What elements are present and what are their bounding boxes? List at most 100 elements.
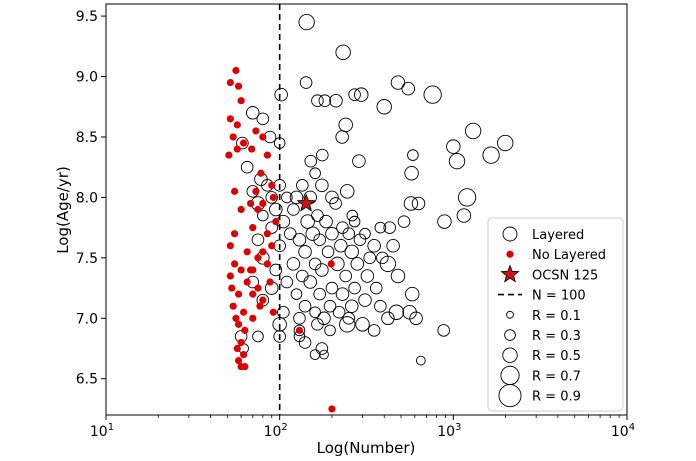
y-axis: 6.5 7.0 7.5 8.0 8.5 9.0 9.5 bbox=[76, 9, 106, 388]
no-layered-point bbox=[259, 133, 267, 141]
no-layered-point bbox=[259, 199, 267, 208]
layered-point bbox=[293, 324, 306, 337]
layered-point bbox=[319, 214, 333, 229]
layered-point bbox=[334, 239, 348, 253]
no-layered-point bbox=[226, 115, 234, 123]
layered-point bbox=[323, 299, 337, 313]
layered-point bbox=[335, 44, 351, 61]
ocsn-125-star bbox=[296, 193, 316, 212]
no-layered-point bbox=[257, 169, 265, 177]
no-layered-point bbox=[230, 230, 239, 238]
legend-label: R = 0.5 bbox=[532, 349, 581, 364]
layered-point bbox=[332, 305, 346, 319]
no-layered-point bbox=[240, 139, 248, 147]
layered-point bbox=[360, 269, 375, 283]
no-layered-point bbox=[248, 145, 256, 153]
layered-point bbox=[265, 221, 278, 234]
layered-point bbox=[348, 215, 361, 228]
legend-label: No Layered bbox=[532, 248, 606, 263]
layered-point bbox=[277, 305, 290, 319]
legend-layered-marker bbox=[502, 226, 518, 242]
layered-point bbox=[269, 263, 283, 277]
layered-point bbox=[456, 208, 472, 223]
no-layered-point bbox=[241, 326, 249, 334]
no-layered-point bbox=[225, 151, 233, 159]
plot-frame bbox=[105, 3, 628, 416]
no-layered-point bbox=[249, 290, 257, 298]
layered-point bbox=[274, 87, 288, 102]
legend-label: OCSN 125 bbox=[532, 268, 598, 283]
no-layered-point bbox=[229, 133, 237, 141]
layered-point bbox=[311, 318, 324, 331]
layered-point bbox=[318, 94, 332, 107]
y-tick-label: 6.5 bbox=[76, 372, 98, 388]
layered-point bbox=[457, 188, 477, 207]
legend: Layered No Layered OCSN 125 N = 100 R = 0.1 R… bbox=[487, 217, 624, 412]
layered-point bbox=[269, 202, 283, 217]
layered-point bbox=[358, 293, 372, 307]
layered-point bbox=[240, 160, 254, 174]
layered-point bbox=[344, 244, 359, 260]
layered-point bbox=[315, 342, 329, 355]
layered-point bbox=[437, 324, 450, 337]
layered-point bbox=[316, 148, 329, 162]
layered-point bbox=[283, 227, 297, 240]
legend-no-layered-marker bbox=[506, 250, 514, 258]
legend-label: R = 0.7 bbox=[532, 369, 581, 384]
layered-point bbox=[355, 317, 370, 332]
no-layered-point bbox=[259, 248, 267, 256]
layered-point bbox=[325, 190, 339, 205]
layered-point bbox=[448, 152, 466, 170]
no-layered-point bbox=[237, 205, 245, 214]
no-layered-point bbox=[268, 181, 276, 189]
layered-point bbox=[437, 214, 452, 229]
layered-point bbox=[342, 227, 356, 240]
layered-point bbox=[313, 287, 326, 301]
layered-point bbox=[335, 130, 349, 144]
layered-point bbox=[329, 93, 343, 108]
no-layered-point bbox=[237, 97, 245, 105]
layered-point bbox=[296, 179, 309, 192]
layered-point bbox=[335, 287, 350, 301]
layered-point bbox=[329, 197, 342, 210]
layered-point bbox=[350, 257, 365, 271]
no-layered-point bbox=[226, 78, 234, 87]
layered-point bbox=[374, 299, 387, 313]
layered-point bbox=[383, 221, 396, 234]
layered-point bbox=[367, 239, 381, 253]
layered-point bbox=[273, 330, 286, 343]
layered-point bbox=[252, 330, 264, 343]
no-layered-point bbox=[240, 350, 248, 359]
layered-point bbox=[446, 139, 461, 154]
layered-point bbox=[257, 209, 269, 222]
layered-point bbox=[324, 324, 336, 337]
no-layered-point bbox=[241, 363, 249, 371]
no-layered-point bbox=[237, 266, 245, 274]
y-tick-label: 7.0 bbox=[76, 311, 98, 327]
no-layered-point bbox=[229, 302, 237, 310]
layered-point bbox=[348, 88, 361, 101]
layered-point bbox=[411, 196, 426, 211]
x-tick-label: 102 bbox=[264, 422, 288, 440]
layered-series bbox=[234, 13, 514, 366]
no-layered-point bbox=[252, 187, 260, 195]
no-layered-point bbox=[226, 272, 234, 280]
no-layered-point bbox=[269, 193, 277, 202]
no-layered-point bbox=[263, 230, 272, 238]
layered-point bbox=[415, 355, 426, 366]
legend-size-marker bbox=[502, 347, 518, 363]
no-layered-point bbox=[263, 260, 272, 268]
no-layered-point bbox=[243, 278, 251, 286]
layered-point bbox=[352, 154, 366, 168]
no-layered-point bbox=[263, 151, 272, 159]
legend-size-marker bbox=[506, 310, 514, 319]
layered-point bbox=[290, 288, 303, 300]
x-tick-label: 104 bbox=[611, 422, 635, 440]
y-tick-label: 9.0 bbox=[76, 70, 98, 86]
layered-point bbox=[353, 233, 367, 246]
layered-point bbox=[321, 245, 335, 259]
no-layered-point bbox=[228, 284, 236, 292]
legend-label: R = 0.1 bbox=[532, 309, 581, 324]
layered-point bbox=[374, 221, 387, 234]
layered-point bbox=[319, 349, 329, 360]
